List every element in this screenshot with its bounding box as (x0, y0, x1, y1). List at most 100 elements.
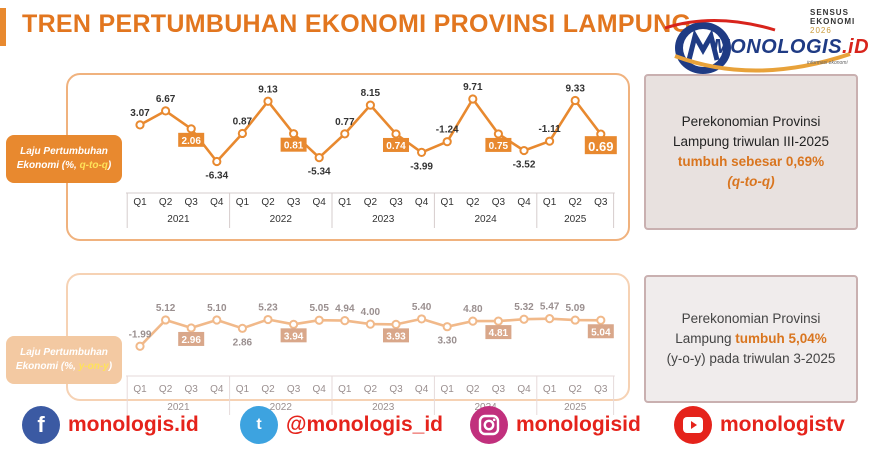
data-point (186, 323, 196, 333)
facebook-handle[interactable]: f monologis.id (22, 406, 199, 444)
year-label: 2022 (270, 402, 293, 413)
brand-logo: SENSUS EKONOMI 2026 MONOLOGIS.iD informa… (655, 2, 870, 92)
title-accent-bar (0, 8, 6, 46)
data-label-box (485, 325, 512, 340)
data-label: 2.06 (181, 136, 201, 147)
x-tick-label: Q1 (543, 384, 557, 395)
data-label: 0.69 (588, 139, 613, 154)
data-label: -1.99 (129, 329, 152, 340)
x-tick-label: Q4 (517, 197, 531, 208)
data-point (135, 341, 145, 351)
x-tick-label: Q2 (569, 197, 583, 208)
x-tick-label: Q3 (185, 384, 199, 395)
logo-tagline: informasi ekonomi (807, 60, 848, 66)
data-label: -6.34 (205, 171, 228, 182)
data-point (519, 314, 529, 324)
x-tick-label: Q3 (594, 197, 608, 208)
data-label: -3.99 (410, 161, 433, 172)
data-label-box (280, 137, 307, 152)
data-point (263, 314, 273, 325)
data-label: -1.11 (538, 124, 561, 135)
data-label: 9.13 (258, 84, 278, 95)
yoy-summary-box: Perekonomian Provinsi Lampung tumbuh 5,0… (644, 275, 858, 403)
x-tick-label: Q3 (287, 384, 301, 395)
logo-swoosh-icon (664, 18, 851, 74)
data-label-box (178, 132, 205, 147)
data-label: 2.96 (181, 335, 201, 346)
data-point (468, 94, 478, 104)
x-tick-label: Q4 (415, 384, 429, 395)
youtube-handle[interactable]: monologistv (674, 406, 845, 444)
data-point (442, 322, 452, 332)
x-tick-label: Q4 (313, 384, 327, 395)
data-point (391, 129, 401, 139)
data-point (493, 316, 503, 326)
data-label: 5.23 (258, 303, 278, 314)
data-label-box (587, 324, 614, 339)
x-tick-label: Q1 (236, 197, 250, 208)
year-label: 2023 (372, 214, 395, 225)
x-tick-label: Q4 (210, 197, 224, 208)
data-point (519, 145, 529, 156)
x-tick-label: Q1 (441, 384, 455, 395)
page-title: TREN PERTUMBUHAN EKONOMI PROVINSI LAMPUN… (22, 10, 692, 38)
data-label: 0.77 (335, 117, 355, 128)
data-point (417, 314, 427, 324)
social-media-bar: f monologis.id t @monologis_id monologis… (0, 402, 870, 455)
data-label: 5.47 (540, 302, 560, 313)
data-point (212, 315, 222, 325)
data-point (365, 100, 375, 110)
qtq-summary-box: Perekonomian Provinsi Lampung triwulan I… (644, 74, 858, 230)
data-point (340, 316, 350, 326)
x-tick-label: Q2 (159, 384, 173, 395)
year-label: 2021 (167, 214, 190, 225)
data-point (340, 129, 350, 139)
data-label: 9.33 (565, 84, 585, 95)
data-label: -1.24 (436, 125, 459, 136)
data-label: 3.94 (284, 331, 304, 342)
year-label: 2023 (372, 402, 395, 413)
data-point (493, 129, 503, 139)
x-tick-label: Q1 (236, 384, 250, 395)
data-point (161, 106, 171, 116)
x-tick-label: Q3 (389, 384, 403, 395)
x-tick-label: Q4 (210, 384, 224, 395)
data-label: 0.75 (489, 141, 509, 152)
x-tick-label: Q1 (133, 384, 147, 395)
data-label: 0.74 (386, 141, 406, 152)
facebook-icon: f (22, 406, 60, 444)
data-label: 5.10 (207, 303, 227, 314)
data-point (314, 153, 324, 163)
twitter-handle[interactable]: t @monologis_id (240, 406, 443, 444)
x-tick-label: Q4 (517, 384, 531, 395)
data-point (545, 136, 555, 146)
data-point (442, 137, 452, 147)
data-point (237, 128, 247, 139)
data-label: 3.93 (386, 331, 406, 342)
data-label: 3.07 (130, 108, 150, 119)
x-tick-label: Q1 (338, 197, 352, 208)
sensus-ekonomi-mark: SENSUS EKONOMI 2026 (810, 8, 856, 35)
data-label: 0.87 (233, 116, 253, 127)
x-tick-label: Q1 (441, 197, 455, 208)
data-label: 5.05 (309, 303, 329, 314)
data-label: 5.32 (514, 302, 534, 313)
x-tick-label: Q3 (287, 197, 301, 208)
data-label: 9.71 (463, 82, 483, 93)
data-label: 2.86 (233, 337, 253, 348)
year-label: 2025 (564, 402, 587, 413)
x-tick-label: Q2 (261, 384, 275, 395)
data-label: 5.12 (156, 303, 176, 314)
instagram-handle[interactable]: monologisid (470, 406, 641, 444)
data-point (289, 129, 299, 139)
x-tick-label: Q3 (594, 384, 608, 395)
x-tick-label: Q2 (364, 197, 378, 208)
x-tick-label: Q2 (569, 384, 583, 395)
x-tick-label: Q2 (466, 197, 480, 208)
data-label: 4.94 (335, 304, 355, 315)
data-point (314, 315, 324, 325)
data-label: 4.80 (463, 304, 483, 315)
data-point (161, 315, 171, 325)
